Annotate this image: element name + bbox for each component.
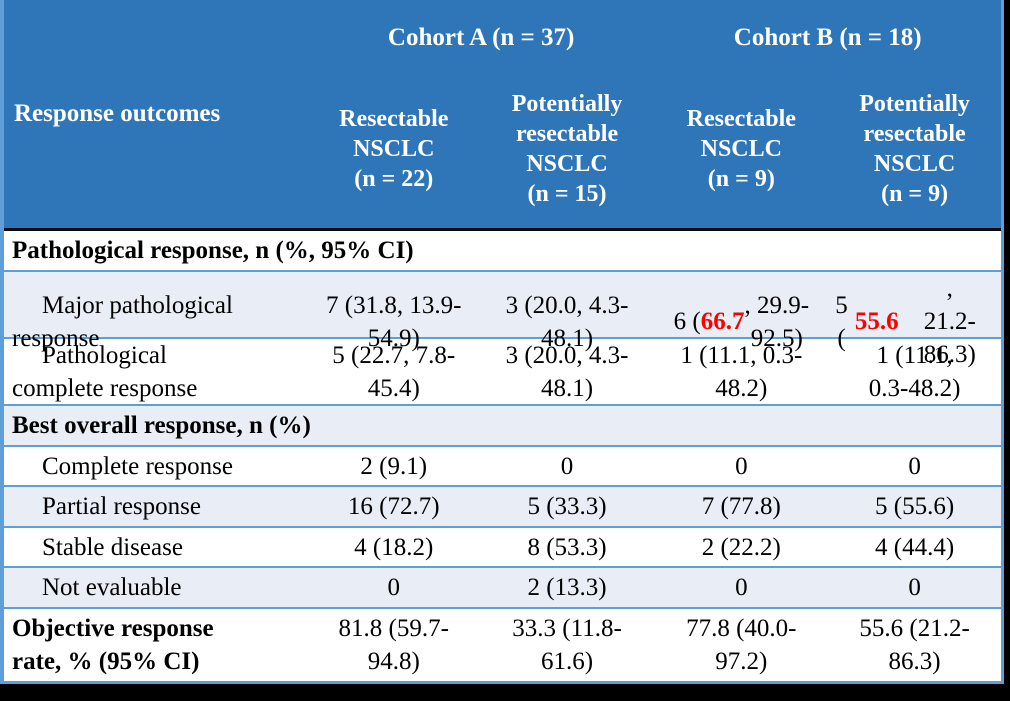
row-label: Partial response <box>4 487 308 526</box>
row-label-text: Complete response <box>42 452 233 480</box>
row-label: Complete response <box>4 447 308 485</box>
data-cell: 0 <box>387 574 401 601</box>
column-header-resectable-a: Resectable NSCLC (n = 22) <box>339 105 449 192</box>
data-cell: 3 (20.0, 4.3- 48.1) <box>505 291 629 352</box>
data-cell: 33.3 (11.8- 61.6) <box>512 615 622 675</box>
value-prefix: 5 ( <box>835 291 848 352</box>
section-label: Best overall response, n (%) <box>12 412 311 439</box>
row-label-text: Pathological complete response <box>12 342 198 402</box>
cohort-a-header: Cohort A (n = 37) <box>387 23 575 51</box>
data-cell: 2 (13.3) <box>527 574 607 601</box>
row-label: Major pathological response <box>4 272 308 371</box>
data-cell: 5 (22.7, 7.8- 45.4) <box>332 342 456 402</box>
data-cell-highlighted: 6 (66.7, 29.9- 92.5) <box>654 272 828 371</box>
data-cell: 8 (53.3) <box>527 533 607 561</box>
data-cell: 0 <box>735 452 748 480</box>
section-row-best-overall-response: Best overall response, n (%) <box>4 406 1001 447</box>
row-complete-response: Complete response 2 (9.1) 0 0 0 <box>4 447 1001 487</box>
data-cell: 7 (77.8) <box>701 493 781 520</box>
row-not-evaluable: Not evaluable 0 2 (13.3) 0 0 <box>4 568 1001 609</box>
data-cell: 81.8 (59.7- 94.8) <box>338 615 449 675</box>
data-cell: 77.8 (40.0- 97.2) <box>686 615 797 675</box>
data-cell: 4 (44.4) <box>875 533 955 561</box>
data-cell: 1 (11.1, 0.3- 48.2) <box>680 342 803 402</box>
cohort-b-header: Cohort B (n = 18) <box>733 23 922 51</box>
data-cell: 5 (55.6) <box>875 493 955 520</box>
data-cell-highlighted: 5 ( 55.6 , 21.2-86.3) <box>828 272 1001 371</box>
row-label-text: Major pathological response <box>12 291 233 352</box>
row-label-text: Stable disease <box>42 533 183 561</box>
data-cell: 0 <box>908 574 921 601</box>
row-label-text: Partial response <box>42 493 201 520</box>
data-cell: 5 (33.3) <box>527 493 607 520</box>
row-partial-response: Partial response 16 (72.7) 5 (33.3) 7 (7… <box>4 487 1001 528</box>
data-cell: 3 (20.0, 4.3- 48.1) <box>505 342 629 402</box>
value-suffix: , 29.9- 92.5) <box>744 291 810 352</box>
row-label-text: Objective response rate, % (95% CI) <box>12 615 214 675</box>
data-cell: 2 (9.1) <box>360 452 428 480</box>
response-outcomes-table: Response outcomes Cohort A (n = 37) Coho… <box>0 0 1004 684</box>
value-prefix: 6 ( <box>673 308 701 335</box>
row-label: Not evaluable <box>4 568 308 607</box>
data-cell: 7 (31.8, 13.9- 54.9) <box>326 291 462 352</box>
data-cell: 1 (11.1, 0.3-48.2) <box>868 342 961 402</box>
data-cell: 0 <box>560 452 574 480</box>
data-cell: 4 (18.2) <box>354 533 434 561</box>
row-label-text: Not evaluable <box>42 574 182 601</box>
row-objective-response-rate: Objective response rate, % (95% CI) 81.8… <box>4 609 1001 681</box>
highlighted-value: 55.6 <box>854 308 899 335</box>
table-header: Response outcomes Cohort A (n = 37) Coho… <box>4 0 1001 231</box>
highlighted-value: 66.7 <box>700 308 745 335</box>
column-header-resectable-b: Resectable NSCLC (n = 9) <box>686 105 796 192</box>
section-row-pathological-response: Pathological response, n (%, 95% CI) <box>4 231 1001 272</box>
data-cell: 2 (22.2) <box>701 533 781 561</box>
row-stable-disease: Stable disease 4 (18.2) 8 (53.3) 2 (22.2… <box>4 528 1001 568</box>
row-label: Stable disease <box>4 528 308 566</box>
row-label: Pathological complete response <box>4 339 308 405</box>
row-label: Objective response rate, % (95% CI) <box>4 609 308 681</box>
data-cell: 55.6 (21.2- 86.3) <box>859 615 970 675</box>
column-header-response-outcomes: Response outcomes <box>14 100 221 127</box>
data-cell: 0 <box>908 452 921 480</box>
row-major-pathological-response: Major pathological response 7 (31.8, 13.… <box>4 272 1001 368</box>
column-header-potentially-resectable-a: Potentially resectable NSCLC (n = 15) <box>511 90 623 207</box>
row-pathological-complete-response: Pathological complete response 5 (22.7, … <box>4 339 1001 406</box>
data-cell: 16 (72.7) <box>347 493 440 520</box>
data-cell: 0 <box>735 574 748 601</box>
value-suffix: , 21.2-86.3) <box>923 275 976 368</box>
column-header-potentially-resectable-b: Potentially resectable NSCLC (n = 9) <box>859 90 970 207</box>
section-label: Pathological response, n (%, 95% CI) <box>12 237 414 264</box>
